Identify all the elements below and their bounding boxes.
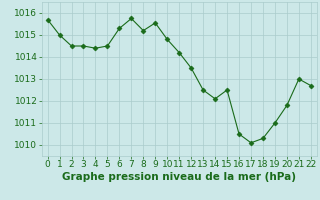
X-axis label: Graphe pression niveau de la mer (hPa): Graphe pression niveau de la mer (hPa) <box>62 172 296 182</box>
